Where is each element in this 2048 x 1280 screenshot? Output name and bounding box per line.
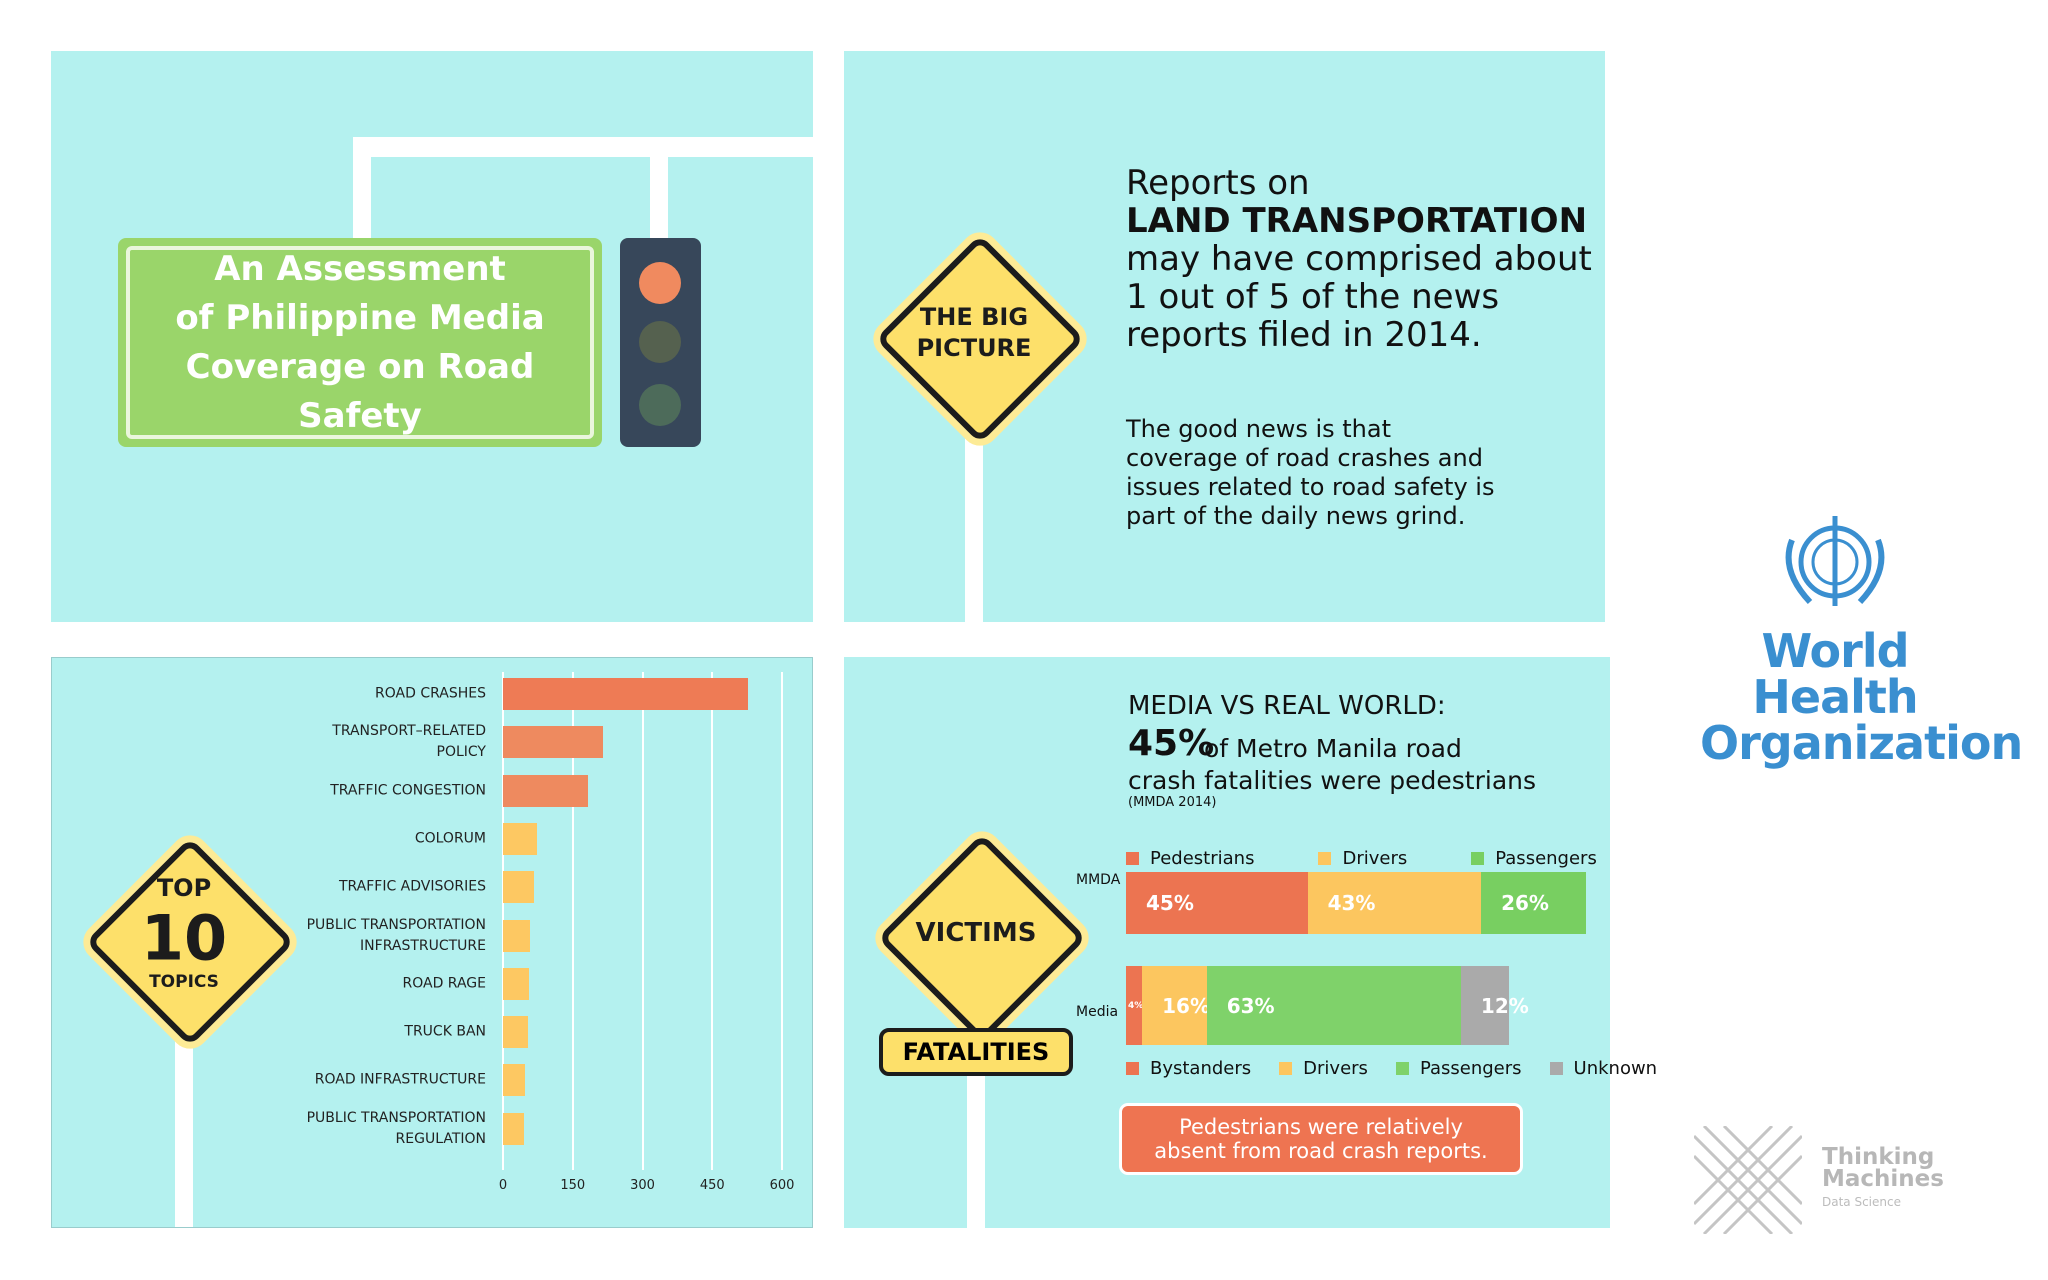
- y-tick-label: PUBLIC TRANSPORTATION INFRASTRUCTURE: [306, 916, 486, 954]
- bar: [503, 967, 530, 1000]
- y-tick-label: TRANSPORT–RELATED POLICY: [332, 723, 486, 761]
- heading: MEDIA VS REAL WORLD:: [1128, 691, 1446, 721]
- legend-swatch: [1471, 852, 1485, 865]
- sign-number: 10: [140, 901, 228, 975]
- bar: [503, 1064, 526, 1097]
- fatalities-plate: FATALITIES: [879, 1028, 1073, 1076]
- title-text: An Assessment of Philippine Media Covera…: [126, 246, 594, 439]
- emphasis: LAND TRANSPORTATION: [1126, 201, 1588, 241]
- bar-segment: [1460, 966, 1510, 1045]
- bar-segment: [1206, 966, 1461, 1045]
- bar-segment: [1142, 966, 1207, 1045]
- value-label: 63%: [1226, 993, 1275, 1018]
- value-label: 12%: [1480, 993, 1529, 1018]
- value-label: 26%: [1501, 891, 1549, 915]
- sign-text: VICTIMS: [915, 918, 1037, 948]
- value-label: 45%: [1146, 891, 1194, 915]
- lead: Reports on: [1126, 163, 1310, 203]
- y-tick-label: COLORUM: [414, 830, 486, 847]
- traffic-light: [620, 238, 701, 447]
- y-tick-label: PUBLIC TRANSPORTATION REGULATION: [306, 1109, 486, 1147]
- bar: [503, 919, 531, 952]
- legend-label: Passengers: [1495, 848, 1597, 869]
- bar-segment: [1126, 966, 1143, 1045]
- y-tick-label: TRUCK BAN: [404, 1023, 486, 1040]
- callout: Pedestrians were relatively absent from …: [1119, 1103, 1523, 1175]
- y-tick-label: ROAD RAGE: [402, 975, 487, 992]
- topics-panel: TOP 10 TOPICS: [51, 657, 813, 1228]
- bar: [503, 678, 749, 710]
- y-tick-label: ROAD INFRASTRUCTURE: [314, 1071, 486, 1088]
- green-sign: An Assessment of Philippine Media Covera…: [118, 238, 602, 447]
- value-label: 16%: [1162, 993, 1210, 1018]
- x-tick-label: 300: [630, 1178, 655, 1193]
- bar: [503, 1112, 524, 1145]
- tm-name: Thinking Machines: [1822, 1144, 1944, 1192]
- legend-swatch: [1549, 1062, 1563, 1075]
- legend-label: Drivers: [1342, 848, 1408, 869]
- legend-label: Bystanders: [1150, 1058, 1252, 1079]
- grid-line: [571, 672, 574, 1170]
- light-yellow: [639, 321, 681, 363]
- legend-swatch: [1279, 1062, 1293, 1075]
- victims-panel: VICTIMS FATALITIES MEDIA VS REAL WORLD: …: [844, 657, 1610, 1228]
- y-tick-label: TRAFFIC ADVISORIES: [338, 878, 486, 895]
- light-green: [639, 384, 681, 426]
- sign-text: TOPICS: [149, 972, 219, 992]
- who-name: World Health Organization: [1700, 624, 2023, 770]
- statement: of Metro Manila road crash fatalities we…: [1128, 734, 1537, 795]
- pipe: [650, 147, 668, 247]
- x-tick-label: 450: [699, 1178, 725, 1193]
- y-tick-label: ROAD CRASHES: [375, 685, 486, 702]
- who-emblem: [1785, 516, 1885, 606]
- big-picture-panel: THE BIG PICTURE Reports on LAND TRANSPOR…: [844, 51, 1605, 622]
- category-label: MMDA: [1076, 872, 1121, 888]
- bar-segment: [1481, 872, 1586, 934]
- x-tick-label: 0: [498, 1178, 508, 1193]
- sign-text: TOP: [156, 874, 212, 902]
- sign-text: THE BIG PICTURE: [916, 303, 1032, 362]
- value-label: 43%: [1327, 891, 1376, 915]
- bar: [503, 1016, 528, 1049]
- bar: [503, 822, 537, 855]
- light-red: [639, 262, 681, 304]
- note: The good news is that coverage of road c…: [1126, 415, 1495, 530]
- highlight: 45%: [1128, 723, 1215, 764]
- legend-label: Passengers: [1419, 1058, 1522, 1079]
- legend-swatch: [1395, 1062, 1409, 1075]
- bar-segment: [1307, 872, 1482, 934]
- bar: [503, 726, 604, 759]
- statement: may have comprised about 1 out of 5 of t…: [1126, 239, 1592, 355]
- x-tick-label: 150: [560, 1178, 586, 1193]
- bar: [503, 774, 588, 807]
- tm-sub: Data Science: [1822, 1195, 1901, 1209]
- legend-label: Pedestrians: [1150, 848, 1255, 869]
- bar-segment: [1126, 872, 1308, 934]
- grid-line: [711, 672, 714, 1170]
- source: (MMDA 2014): [1128, 795, 1217, 810]
- tm-logo: [1694, 1126, 1802, 1234]
- legend-swatch: [1126, 852, 1139, 865]
- value-label: 4%: [1128, 1000, 1144, 1011]
- legend-swatch: [1126, 1062, 1139, 1075]
- pipe: [353, 137, 813, 157]
- pipe: [353, 137, 371, 247]
- legend-label: Unknown: [1573, 1058, 1658, 1079]
- x-tick-label: 600: [769, 1178, 795, 1193]
- bar: [503, 871, 535, 904]
- grid-line: [781, 672, 783, 1170]
- y-tick-label: TRAFFIC CONGESTION: [330, 782, 486, 799]
- legend-swatch: [1318, 852, 1332, 865]
- title-panel: An Assessment of Philippine Media Covera…: [51, 51, 813, 622]
- category-label: Media: [1076, 1004, 1119, 1020]
- grid-line: [641, 672, 644, 1170]
- legend-label: Drivers: [1303, 1058, 1368, 1079]
